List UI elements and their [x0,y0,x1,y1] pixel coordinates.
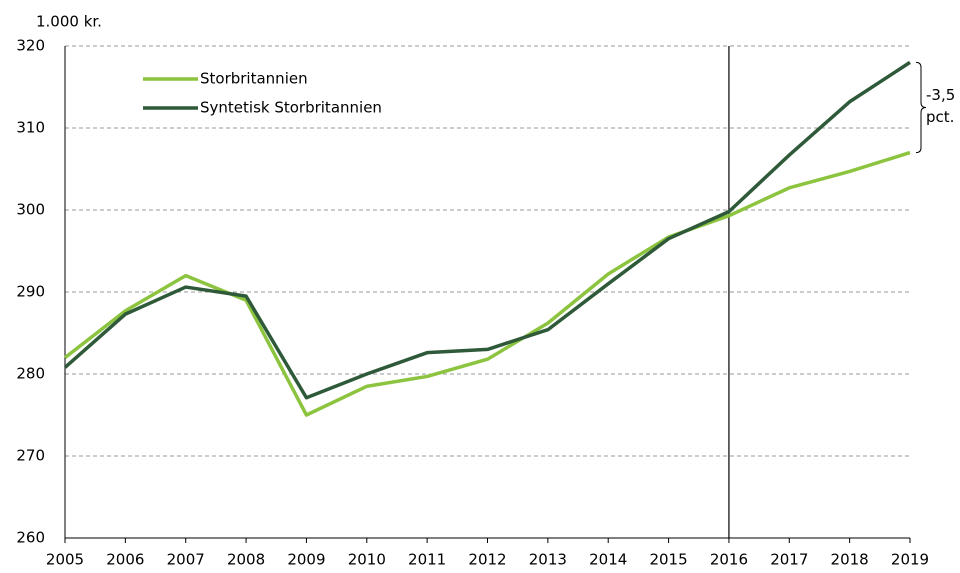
series-line [63,60,911,400]
y-tick-label: 310 [16,119,45,137]
y-tick-label: 290 [16,283,45,301]
x-tick-label: 2016 [710,551,748,569]
brace [915,61,927,154]
legend-label: Storbritannien [200,70,308,88]
x-tick-label: 2018 [831,551,869,569]
y-tick-label: 300 [16,201,45,219]
x-tick-label: 2008 [227,551,265,569]
x-tick-label: 2007 [167,551,205,569]
x-tick-label: 2017 [770,551,808,569]
x-tick-label: 2011 [408,551,446,569]
y-axis-label: 1.000 kr. [36,13,102,31]
y-tick-label: 280 [16,365,45,383]
y-tick-label: 320 [16,37,45,55]
x-tick-label: 2015 [649,551,687,569]
x-tick-label: 2013 [529,551,567,569]
y-tick-label: 270 [16,447,45,465]
x-tick-label: 2010 [348,551,386,569]
annotation: -3,5 [926,86,955,104]
y-tick-label: 260 [16,529,45,547]
x-tick-label: 2005 [46,551,84,569]
x-tick-label: 2014 [589,551,627,569]
legend-label: Syntetisk Storbritannien [200,99,382,117]
x-tick-label: 2006 [106,551,144,569]
x-tick-label: 2009 [287,551,325,569]
series-line [63,150,911,417]
annotation: pct. [926,108,954,126]
x-tick-label: 2019 [891,551,929,569]
x-tick-label: 2012 [468,551,506,569]
